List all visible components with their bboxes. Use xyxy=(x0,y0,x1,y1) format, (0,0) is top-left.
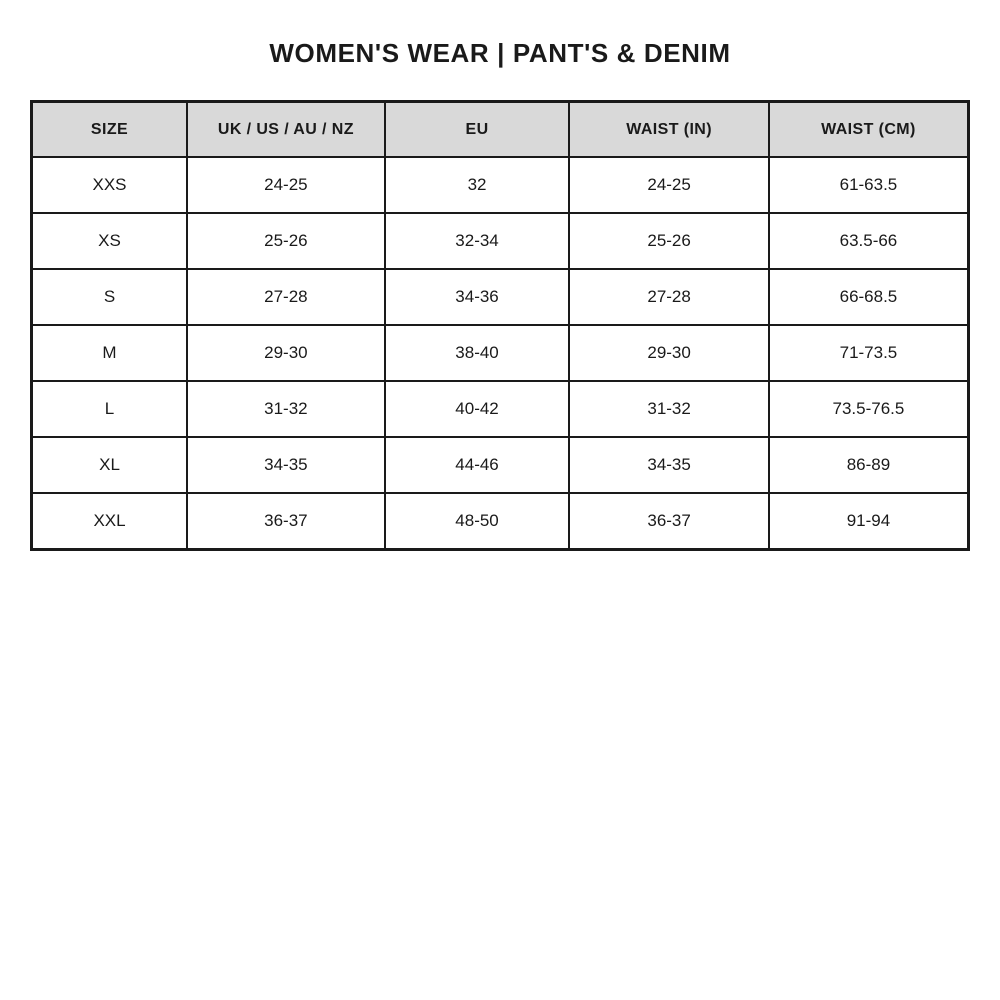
table-cell: 24-25 xyxy=(186,156,386,214)
table-cell: XXL xyxy=(30,492,189,551)
page-title: WOMEN'S WEAR | PANT'S & DENIM xyxy=(269,38,731,68)
table-cell: 31-32 xyxy=(186,380,386,438)
table-cell: 27-28 xyxy=(568,268,770,326)
table-cell: 40-42 xyxy=(383,380,571,438)
size-chart-table: SIZE UK / US / AU / NZ EU WAIST (IN) WAI… xyxy=(30,100,970,551)
table-cell: 66-68.5 xyxy=(767,268,970,326)
column-header-waist-in: WAIST (IN) xyxy=(568,100,770,158)
table-cell: 71-73.5 xyxy=(767,324,970,382)
table-row-s: S 27-28 34-36 27-28 66-68.5 xyxy=(30,268,970,326)
table-cell: 34-35 xyxy=(568,436,770,494)
table-cell: 29-30 xyxy=(568,324,770,382)
table-cell: 63.5-66 xyxy=(767,212,970,270)
table-cell: 34-36 xyxy=(383,268,571,326)
column-header-eu: EU xyxy=(383,100,571,158)
table-row-xxs: XXS 24-25 32 24-25 61-63.5 xyxy=(30,156,970,214)
table-cell: 36-37 xyxy=(568,492,770,551)
table-cell: 91-94 xyxy=(767,492,970,551)
table-cell: XS xyxy=(30,212,189,270)
table-row-xl: XL 34-35 44-46 34-35 86-89 xyxy=(30,436,970,494)
column-header-uk-us-au-nz: UK / US / AU / NZ xyxy=(186,100,386,158)
table-cell: 36-37 xyxy=(186,492,386,551)
column-header-size: SIZE xyxy=(30,100,189,158)
column-header-waist-cm: WAIST (CM) xyxy=(767,100,970,158)
table-cell: 38-40 xyxy=(383,324,571,382)
table-cell: 25-26 xyxy=(568,212,770,270)
table-row-xs: XS 25-26 32-34 25-26 63.5-66 xyxy=(30,212,970,270)
table-row-l: L 31-32 40-42 31-32 73.5-76.5 xyxy=(30,380,970,438)
table-cell: 61-63.5 xyxy=(767,156,970,214)
table-cell: XXS xyxy=(30,156,189,214)
table-row-m: M 29-30 38-40 29-30 71-73.5 xyxy=(30,324,970,382)
table-cell: XL xyxy=(30,436,189,494)
table-cell: 32 xyxy=(383,156,571,214)
table-cell: 44-46 xyxy=(383,436,571,494)
table-cell: 31-32 xyxy=(568,380,770,438)
table-cell: 32-34 xyxy=(383,212,571,270)
table-cell: 25-26 xyxy=(186,212,386,270)
table-cell: M xyxy=(30,324,189,382)
table-cell: 29-30 xyxy=(186,324,386,382)
table-cell: 73.5-76.5 xyxy=(767,380,970,438)
table-cell: 48-50 xyxy=(383,492,571,551)
table-cell: 27-28 xyxy=(186,268,386,326)
table-row-xxl: XXL 36-37 48-50 36-37 91-94 xyxy=(30,492,970,551)
table-cell: S xyxy=(30,268,189,326)
table-cell: L xyxy=(30,380,189,438)
table-cell: 34-35 xyxy=(186,436,386,494)
table-cell: 86-89 xyxy=(767,436,970,494)
table-cell: 24-25 xyxy=(568,156,770,214)
header-row: SIZE UK / US / AU / NZ EU WAIST (IN) WAI… xyxy=(30,100,970,158)
